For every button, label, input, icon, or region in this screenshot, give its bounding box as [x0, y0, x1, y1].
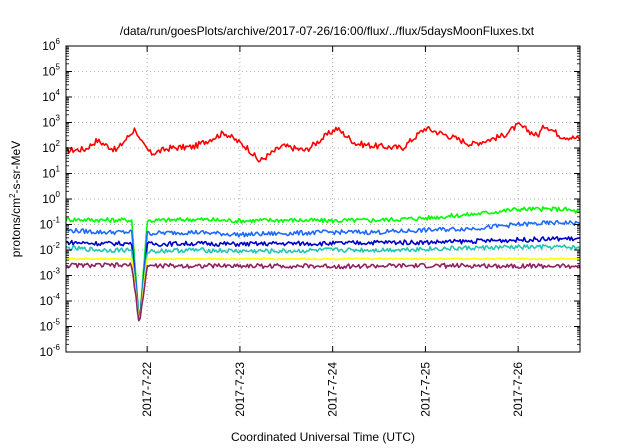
grid — [66, 46, 580, 352]
series-layer — [65, 121, 581, 322]
y-tick-label: 10-1 — [40, 216, 61, 232]
y-tick-label: 10-3 — [40, 267, 61, 283]
y-tick-base: 10 — [42, 65, 56, 79]
x-tick-label: 2017-7-23 — [233, 362, 247, 417]
y-tick-label: 104 — [42, 88, 60, 104]
y-tick-base: 10 — [40, 269, 54, 283]
series-line — [65, 121, 581, 163]
y-tick-label: 103 — [42, 114, 60, 130]
y-tick-label: 106 — [42, 37, 60, 53]
x-tick-label: 2017-7-26 — [511, 362, 525, 417]
y-tick-base: 10 — [42, 192, 56, 206]
x-tick-label: 2017-7-25 — [418, 362, 432, 417]
x-axis-label: Coordinated Universal Time (UTC) — [231, 430, 415, 444]
y-tick-base: 10 — [42, 116, 56, 130]
y-tick-exponent: -6 — [53, 343, 61, 352]
series-line — [65, 244, 581, 322]
series-line — [65, 219, 581, 317]
y-tick-exponent: 4 — [56, 88, 61, 97]
series-line — [65, 236, 581, 322]
y-axis-label-sup: 2 — [8, 193, 17, 198]
y-tick-exponent: 3 — [56, 114, 61, 123]
y-tick-label: 10-6 — [40, 343, 61, 359]
x-tick-label: 2017-7-24 — [326, 362, 340, 417]
y-tick-base: 10 — [40, 243, 54, 257]
ticks: 10-610-510-410-310-210-11001011021031041… — [40, 37, 580, 417]
series-line — [65, 206, 581, 317]
series-line — [65, 262, 581, 322]
y-axis-label-prefix: protons/cm — [9, 198, 23, 257]
y-tick-label: 10-2 — [40, 241, 61, 257]
x-tick-label: 2017-7-22 — [140, 362, 154, 417]
y-tick-label: 10-5 — [40, 318, 61, 334]
y-tick-exponent: 5 — [56, 63, 61, 72]
y-tick-base: 10 — [40, 320, 54, 334]
y-tick-exponent: 6 — [56, 37, 61, 46]
y-tick-base: 10 — [40, 294, 54, 308]
chart-title: /data/run/goesPlots/archive/2017-07-26/1… — [120, 24, 535, 38]
y-tick-exponent: 2 — [56, 139, 61, 148]
y-tick-exponent: -5 — [53, 318, 61, 327]
y-tick-label: 102 — [42, 139, 60, 155]
y-tick-base: 10 — [42, 90, 56, 104]
y-axis-label-suffix: -s-sr-MeV — [9, 141, 23, 194]
y-tick-label: 101 — [42, 165, 60, 181]
y-tick-base: 10 — [42, 141, 56, 155]
y-tick-exponent: -3 — [53, 267, 61, 276]
y-tick-exponent: -4 — [53, 292, 61, 301]
series-line — [65, 257, 581, 321]
y-tick-base: 10 — [42, 39, 56, 53]
y-tick-exponent: 1 — [56, 165, 61, 174]
y-tick-base: 10 — [40, 345, 54, 359]
y-tick-exponent: -1 — [53, 216, 61, 225]
y-axis-label: protons/cm2-s-sr-MeV — [8, 141, 23, 257]
y-tick-base: 10 — [42, 167, 56, 181]
y-tick-label: 100 — [42, 190, 60, 206]
y-tick-exponent: -2 — [53, 241, 61, 250]
y-tick-label: 10-4 — [40, 292, 61, 308]
y-tick-label: 105 — [42, 63, 60, 79]
y-tick-exponent: 0 — [56, 190, 61, 199]
y-tick-base: 10 — [40, 218, 54, 232]
